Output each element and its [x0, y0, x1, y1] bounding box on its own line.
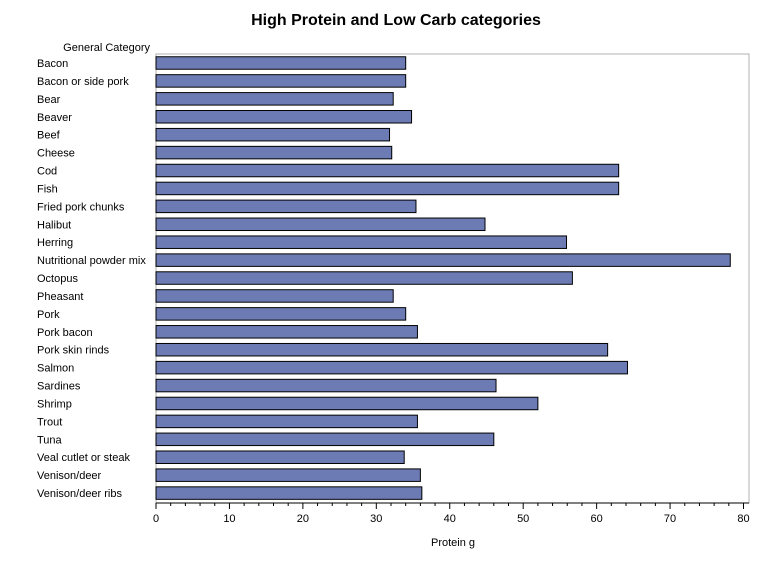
x-tick-label: 0: [153, 513, 159, 525]
bar: [155, 235, 568, 249]
x-tick-label: 70: [664, 513, 676, 525]
category-label: Trout: [37, 416, 62, 428]
category-label: Pork bacon: [37, 327, 93, 339]
x-tick-label: 50: [517, 513, 529, 525]
bar: [155, 217, 486, 232]
category-label: Cheese: [37, 148, 75, 160]
bars: [155, 56, 731, 500]
category-label: Pork: [37, 309, 60, 321]
bar: [155, 92, 394, 106]
category-label: Venison/deer ribs: [37, 488, 122, 500]
bar: [155, 253, 731, 267]
bar: [155, 163, 620, 178]
bar: [155, 199, 417, 214]
category-labels: Bacon Bacon or side pork Bear Beaver Beef Che…: [37, 58, 146, 500]
bar: [155, 378, 497, 393]
category-label: Bacon: [37, 58, 68, 70]
category-label: Cod: [37, 166, 57, 178]
bar: [155, 325, 418, 339]
category-label: Beef: [37, 130, 61, 142]
bar: [155, 414, 418, 429]
bar: [155, 360, 628, 375]
x-axis-title: Protein g: [431, 537, 475, 549]
category-label: Shrimp: [37, 398, 72, 410]
x-tick-label: 10: [223, 513, 235, 525]
bar: [155, 486, 423, 500]
category-label: Pheasant: [37, 291, 83, 303]
bar: [155, 110, 413, 124]
category-label: Halibut: [37, 219, 71, 231]
bar: [155, 74, 407, 88]
category-axis-title: General Category: [63, 42, 150, 54]
x-tick-label: 30: [370, 513, 382, 525]
category-label: Pork skin rinds: [37, 345, 110, 357]
category-label: Tuna: [37, 434, 63, 446]
category-label: Sardines: [37, 381, 81, 393]
bar: [155, 56, 407, 70]
bar: [155, 342, 609, 357]
x-tick-label: 80: [737, 513, 749, 525]
bar: [155, 145, 393, 160]
category-label: Herring: [37, 237, 73, 249]
x-tick-label: 60: [591, 513, 603, 525]
chart-title: High Protein and Low Carb categories: [251, 12, 541, 29]
category-label: Veal cutlet or steak: [37, 452, 130, 464]
bar: [155, 468, 421, 482]
bar: [155, 271, 573, 285]
category-label: Bacon or side pork: [37, 76, 129, 88]
x-axis-ticks: 0 10 20 30 40 50 60 70 80: [153, 503, 750, 525]
x-tick-label: 40: [444, 513, 456, 525]
bar: [155, 181, 620, 196]
category-label: Fish: [37, 183, 58, 195]
bar: [155, 307, 407, 321]
category-label: Octopus: [37, 273, 78, 285]
bar: [155, 289, 394, 303]
category-label: Venison/deer: [37, 470, 102, 482]
category-label: Fried pork chunks: [37, 201, 125, 213]
category-label: Salmon: [37, 363, 74, 375]
category-label: Beaver: [37, 112, 72, 124]
x-tick-label: 20: [297, 513, 309, 525]
bar: [155, 450, 405, 464]
bar: [155, 396, 539, 411]
category-label: Bear: [37, 94, 61, 106]
bar: [155, 127, 391, 142]
bar: [155, 432, 495, 447]
category-label: Nutritional powder mix: [37, 255, 146, 267]
